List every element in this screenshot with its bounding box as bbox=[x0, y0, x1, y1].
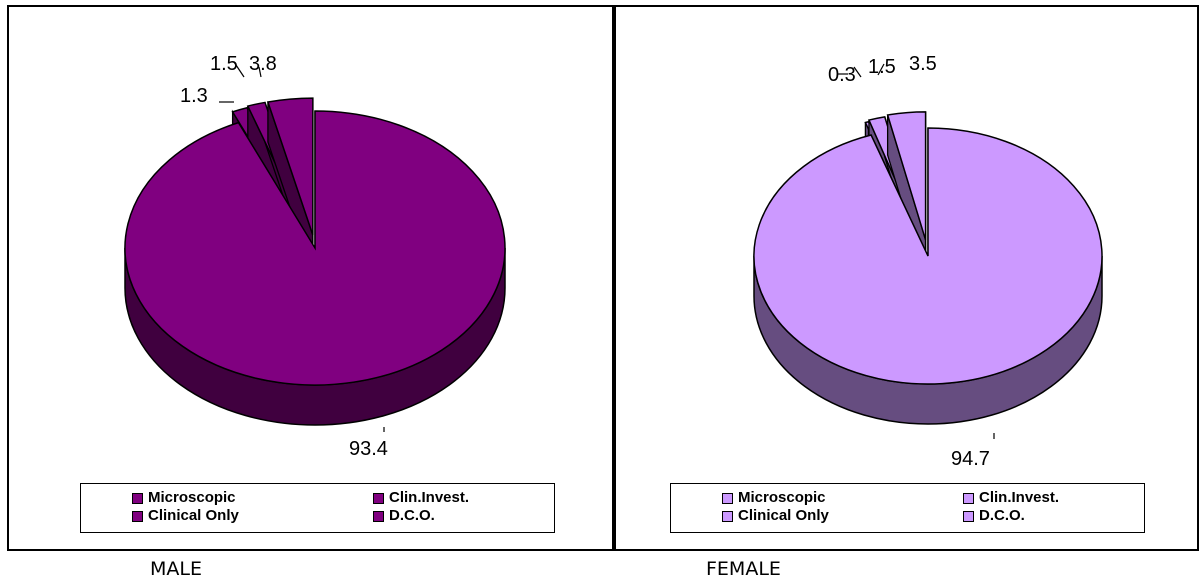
female-legend-label-dco: D.C.O. bbox=[979, 507, 1025, 524]
female-legend-item-dco: D.C.O. bbox=[963, 507, 1025, 525]
female-pie-panel: 94.70.31.53.5 Microscopic Clin.Invest. C… bbox=[616, 7, 1197, 549]
male-pie-chart: 93.4 1.31.5 3.8 bbox=[124, 53, 506, 460]
male-leader-line-clinical-only bbox=[233, 61, 245, 78]
female-legend-label-microscopic: Microscopic bbox=[738, 489, 826, 506]
male-pie-slice-microscopic bbox=[124, 110, 506, 426]
female-caption: FEMALE bbox=[706, 558, 781, 580]
male-legend-item-clinical-only: Clinical Only bbox=[132, 507, 239, 525]
female-legend-item-clin-invest: Clin.Invest. bbox=[963, 489, 1059, 507]
male-data-label-dco: 3.8 bbox=[249, 53, 277, 75]
female-legend: Microscopic Clin.Invest. Clinical Only D… bbox=[670, 483, 1145, 533]
male-legend-label-clin-invest: Clin.Invest. bbox=[389, 489, 470, 506]
female-legend-item-microscopic: Microscopic bbox=[722, 489, 826, 507]
panel-divider bbox=[612, 5, 616, 551]
male-legend-label-dco: D.C.O. bbox=[389, 507, 435, 524]
female-pie-slice-microscopic bbox=[753, 127, 1103, 425]
male-legend-label-microscopic: Microscopic bbox=[148, 489, 236, 506]
female-data-label-clin-invest: 0.3 bbox=[828, 64, 856, 86]
male-legend-label-clinical-only: Clinical Only bbox=[148, 507, 239, 524]
male-legend-swatch-microscopic bbox=[132, 492, 143, 504]
female-legend-swatch-clinical-only bbox=[722, 510, 733, 522]
female-data-label-dco: 3.5 bbox=[909, 53, 937, 75]
male-legend-swatch-clin-invest bbox=[373, 492, 384, 504]
male-caption: MALE bbox=[150, 558, 202, 580]
female-legend-swatch-clin-invest bbox=[963, 492, 974, 504]
male-legend: Microscopic Clin.Invest. Clinical Only D… bbox=[80, 483, 555, 533]
male-pie-panel: 93.4 1.3 1.5 3.8 Microscopic Clin.Invest. C… bbox=[9, 7, 612, 549]
female-legend-label-clinical-only: Clinical Only bbox=[738, 507, 829, 524]
female-pie-chart: 94.70.31.53.5 bbox=[753, 53, 1103, 470]
male-data-label-microscopic: 93.4 bbox=[349, 438, 388, 460]
male-leader-line-dco bbox=[258, 66, 262, 78]
male-legend-swatch-clinical-only bbox=[132, 510, 143, 522]
female-leader-line-clinical-only bbox=[853, 66, 862, 78]
male-data-label-clinical-only: 1.5 bbox=[210, 53, 238, 75]
male-legend-swatch-dco bbox=[373, 510, 384, 522]
male-legend-item-dco: D.C.O. bbox=[373, 507, 435, 525]
female-legend-swatch-dco bbox=[963, 510, 974, 522]
male-data-label-clin-invest: 1.3 bbox=[180, 85, 208, 107]
female-legend-label-clin-invest: Clin.Invest. bbox=[979, 489, 1060, 506]
male-legend-item-clin-invest: Clin.Invest. bbox=[373, 489, 469, 507]
female-data-label-microscopic: 94.7 bbox=[951, 448, 990, 470]
female-legend-swatch-microscopic bbox=[722, 492, 733, 504]
male-legend-item-microscopic: Microscopic bbox=[132, 489, 236, 507]
female-legend-item-clinical-only: Clinical Only bbox=[722, 507, 829, 525]
figure-frame bbox=[7, 5, 1199, 551]
female-leader-line-dco bbox=[877, 63, 885, 76]
